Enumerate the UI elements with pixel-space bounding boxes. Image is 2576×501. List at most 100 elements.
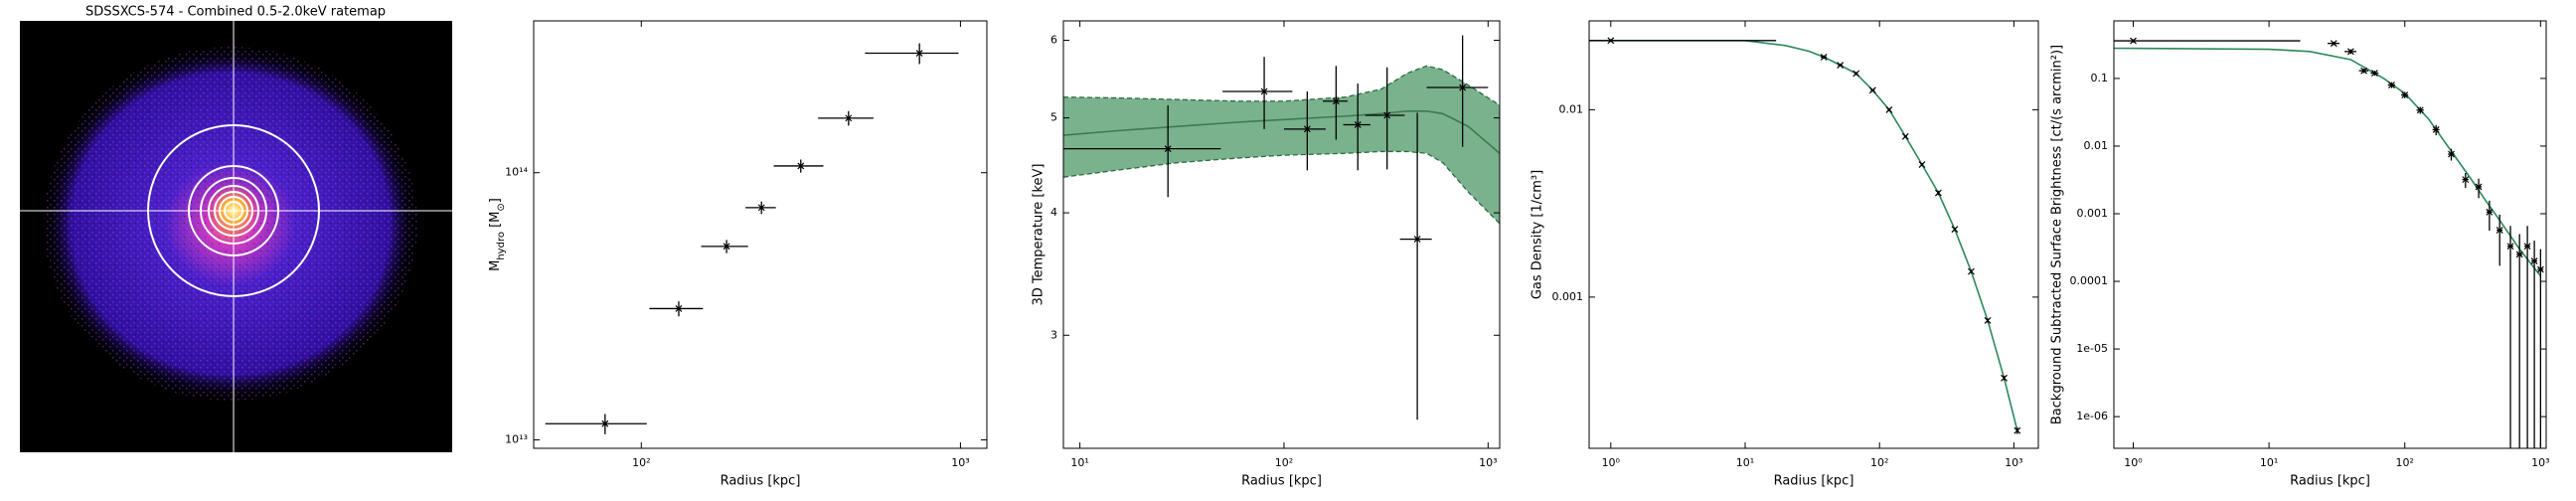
x-tick-label: 10³ xyxy=(1479,456,1497,469)
data-point xyxy=(1459,84,1467,91)
y-tick-label: 3 xyxy=(1050,328,1057,341)
data-point xyxy=(2506,243,2514,250)
y-tick-label: 10¹⁴ xyxy=(505,166,528,179)
data-point xyxy=(2530,257,2538,264)
x-tick-label: 10¹ xyxy=(1736,456,1754,469)
model-line xyxy=(1063,109,1500,154)
band-upper-edge xyxy=(1063,65,1500,106)
data-point xyxy=(1901,132,1909,140)
x-axis-label: Radius [kpc] xyxy=(1774,474,1854,489)
data-point xyxy=(1413,236,1421,244)
data-point xyxy=(2001,374,2008,382)
data-point xyxy=(2360,67,2368,75)
plot-area xyxy=(2114,37,2544,448)
y-tick-label: 5 xyxy=(1050,111,1057,124)
data-point xyxy=(2013,426,2021,434)
data-point xyxy=(1383,111,1391,119)
data-point xyxy=(2515,250,2523,258)
y-tick-label: 6 xyxy=(1050,34,1057,47)
y-axis-label-part: ] xyxy=(488,198,503,203)
data-point xyxy=(2130,37,2137,45)
x-tick-label: 10³ xyxy=(951,456,969,469)
data-point xyxy=(2475,183,2483,191)
data-point xyxy=(915,50,923,57)
data-point xyxy=(1885,105,1893,113)
x-tick-label: 10⁰ xyxy=(1602,456,1621,469)
data-point xyxy=(1868,86,1876,94)
y-tick-label: 4 xyxy=(1050,206,1057,219)
image-title: SDSSXCS-574 - Combined 0.5-2.0keV ratema… xyxy=(85,5,386,20)
data-point xyxy=(845,114,853,122)
y-axis-label-part: ⊙ xyxy=(496,203,507,211)
y-tick-label: 0.01 xyxy=(1559,102,1584,115)
data-point xyxy=(1354,121,1362,128)
data-point xyxy=(601,419,609,427)
plot-area xyxy=(545,43,959,434)
data-point xyxy=(2432,125,2440,133)
data-point xyxy=(2448,150,2455,158)
axes-frame xyxy=(1062,20,1501,449)
data-point xyxy=(675,305,683,312)
data-point xyxy=(1820,53,1828,61)
y-axis-label: Background Subtracted Surface Brightness… xyxy=(2050,45,2065,424)
data-point xyxy=(757,204,765,212)
x-tick-label: 10³ xyxy=(2531,456,2549,469)
data-point xyxy=(2496,227,2503,235)
axes-frame xyxy=(2113,20,2547,449)
ratemap-image xyxy=(20,21,452,452)
data-point xyxy=(2462,176,2470,184)
x-tick-label: 10¹ xyxy=(2260,456,2278,469)
data-point xyxy=(1984,317,1992,324)
data-point xyxy=(1164,145,1172,153)
data-point xyxy=(2346,48,2354,56)
x-tick-label: 10³ xyxy=(2005,456,2022,469)
data-point xyxy=(2401,91,2409,98)
data-point xyxy=(723,243,730,250)
data-point xyxy=(1332,97,1340,105)
y-tick-label: 1e-05 xyxy=(2076,342,2108,355)
x-axis-label: Radius [kpc] xyxy=(1241,474,1322,489)
y-axis-label: 3D Temperature [keV] xyxy=(1032,164,1046,306)
confidence-band xyxy=(1063,66,1500,224)
data-point xyxy=(2523,243,2531,250)
x-tick-label: 10² xyxy=(2396,456,2414,469)
y-tick-label: 0.0001 xyxy=(2070,274,2109,287)
data-point xyxy=(1607,37,1615,45)
x-axis-label: Radius [kpc] xyxy=(721,474,801,489)
y-tick-label: 0.001 xyxy=(1552,290,1584,303)
y-tick-label: 0.1 xyxy=(2091,72,2109,84)
data-point xyxy=(2330,40,2337,48)
y-tick-label: 1e-06 xyxy=(2076,410,2108,422)
data-point xyxy=(2486,208,2494,216)
axes-frame xyxy=(533,20,988,449)
x-tick-label: 10¹ xyxy=(1070,456,1088,469)
y-axis-label-part: hydro xyxy=(496,232,507,260)
data-point xyxy=(1837,62,1845,69)
x-tick-label: 10² xyxy=(632,456,650,469)
model-line xyxy=(2114,47,2541,277)
y-tick-label: 0.001 xyxy=(2077,207,2109,220)
plot-area xyxy=(1063,35,1500,420)
axes-frame xyxy=(1588,20,2039,449)
x-tick-label: 10² xyxy=(1870,456,1888,469)
plot-area xyxy=(1589,37,2021,434)
y-axis-label: Mhydro [M⊙] xyxy=(488,198,507,271)
y-axis-label-part: M xyxy=(488,260,503,271)
data-point xyxy=(1968,267,1975,275)
model-line xyxy=(1589,39,2018,431)
data-point xyxy=(1303,125,1311,133)
y-axis-label-part: [M xyxy=(488,212,503,232)
y-tick-label: 10¹³ xyxy=(505,433,528,446)
data-point xyxy=(2416,106,2424,114)
data-point xyxy=(2388,82,2395,88)
band-lower-edge xyxy=(1063,150,1500,225)
data-point xyxy=(797,162,805,170)
data-point xyxy=(2370,70,2378,77)
y-axis-label: Gas Density [1/cm³] xyxy=(1530,170,1545,299)
data-point xyxy=(1260,87,1268,95)
x-axis-label: Radius [kpc] xyxy=(2290,474,2370,489)
x-tick-label: 10⁰ xyxy=(2124,456,2143,469)
x-tick-label: 10² xyxy=(1275,456,1293,469)
